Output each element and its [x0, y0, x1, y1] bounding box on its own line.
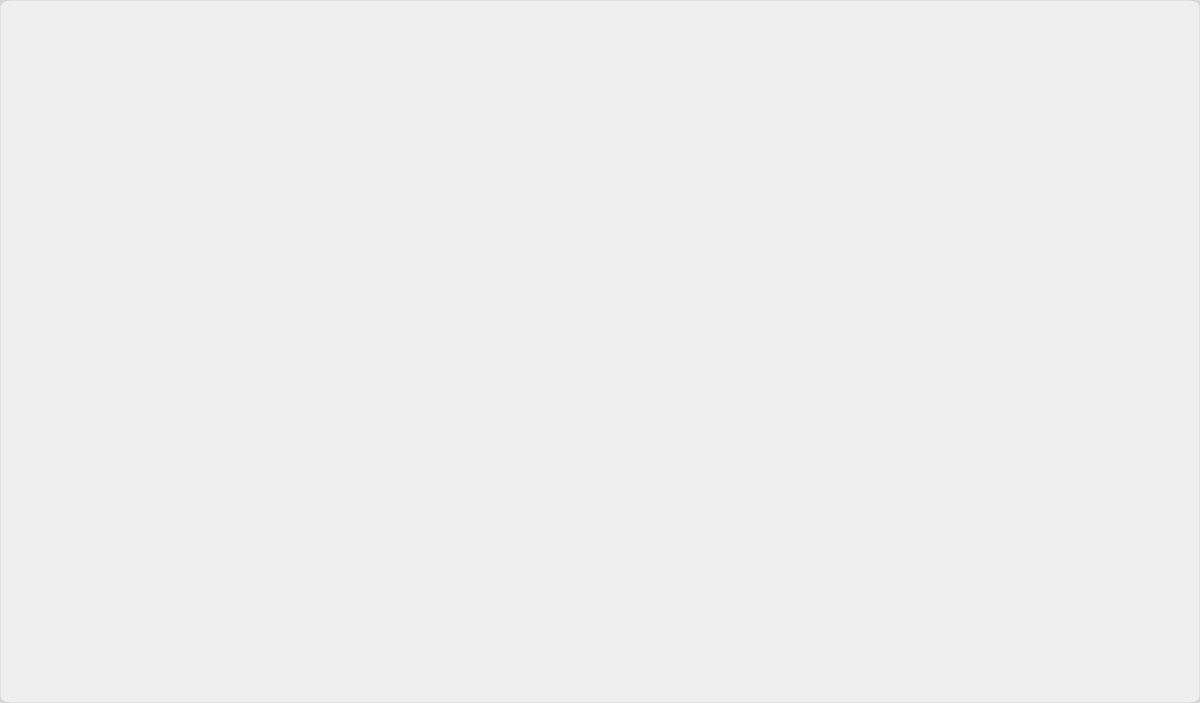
Text: LPS is a PAMP that can be recognized by toll-like receptors (TLRs) as a foreign: LPS is a PAMP that can be recognized by …	[227, 260, 1012, 279]
Text: LPS can be recognized by B cells in the absence of MHC molecules: LPS can be recognized by B cells in the …	[227, 413, 900, 432]
Circle shape	[190, 476, 212, 489]
Text: LPS can be a target for specific IgG for ADCC-opsonization: LPS can be a target for specific IgG for…	[227, 351, 815, 370]
Text: LPS is found in the outer membrane of Gram negative cells: LPS is found in the outer membrane of Gr…	[227, 535, 826, 554]
Text: molecule fo rphagocytosis: molecule fo rphagocytosis	[227, 307, 492, 325]
Text: component. All of the following apply to LPS: component. All of the following apply to…	[192, 171, 674, 191]
Text: Gram negative cell walls contain lipopolysaccharide (LPS) as a unique: Gram negative cell walls contain lipopol…	[192, 141, 944, 161]
Text: All of the answers apply, no exception: All of the answers apply, no exception	[227, 472, 612, 491]
Text: LPS is composed of mycolic acids that protect the cell from phagocytosis: LPS is composed of mycolic acids that pr…	[227, 224, 962, 243]
Text: EXCEPT: EXCEPT	[746, 171, 838, 191]
